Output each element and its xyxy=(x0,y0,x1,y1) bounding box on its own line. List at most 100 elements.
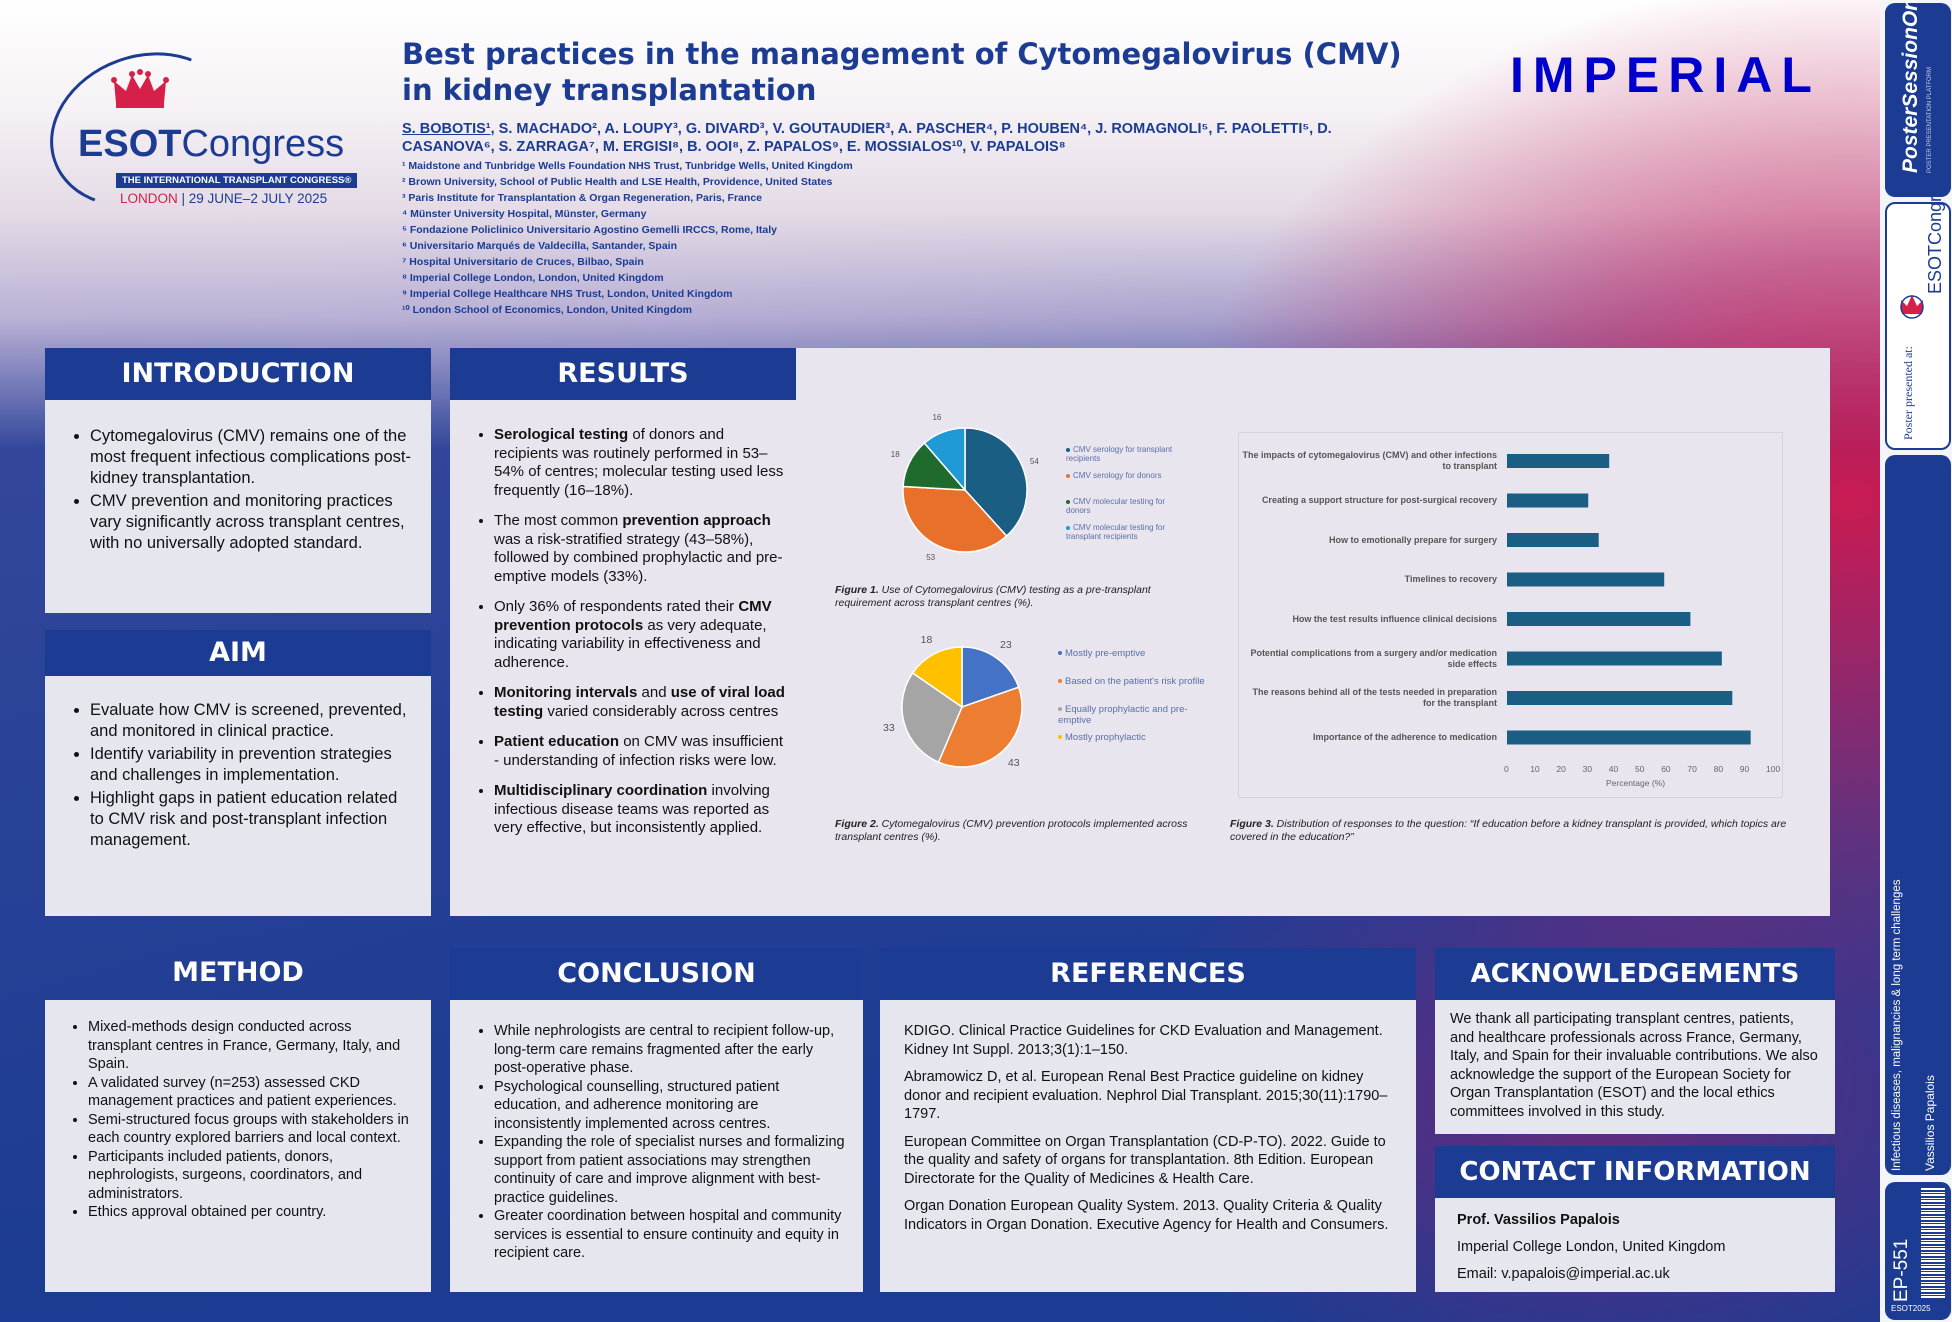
pie-slice-label: 43 xyxy=(1007,756,1020,769)
pie-slice xyxy=(901,671,963,764)
legend-swatch xyxy=(1058,707,1062,712)
axis-tick-label: 50 xyxy=(1635,764,1645,774)
references-heading: REFERENCES xyxy=(880,948,1416,1000)
list-item: Serological testing of donors and recipi… xyxy=(494,426,789,500)
pie-slice-label: 23 xyxy=(1000,639,1012,652)
figure-3-bar-chart xyxy=(1507,454,1751,745)
bar-category-label: The impacts of cytomegalovirus (CMV) and… xyxy=(1242,450,1497,471)
result-text: was a risk-stratified strategy (43–58%),… xyxy=(494,530,783,585)
reference-item: KDIGO. Clinical Practice Guidelines for … xyxy=(904,1023,1383,1058)
result-bold: Serological testing xyxy=(494,426,629,443)
result-text: of donors and recipients was routinely p… xyxy=(494,426,784,499)
legend-item: Equally prophylactic and pre-emptive xyxy=(1058,704,1208,726)
figure-3-caption: Figure 3. Distribution of responses to t… xyxy=(1230,818,1787,843)
list-item: The most common prevention approach was … xyxy=(494,512,789,586)
results-panel xyxy=(450,348,1830,916)
figure-1-caption: Figure 1. Use of Cytomegalovirus (CMV) t… xyxy=(835,584,1151,609)
conclusion-heading: CONCLUSION xyxy=(450,948,863,1000)
crown-icon xyxy=(1900,295,1924,319)
sidebar: PosterSessionOnline POSTER PRESENTATION … xyxy=(1880,0,1952,1322)
legend-item: CMV molecular testing for donors xyxy=(1066,497,1176,515)
list-item: Multidisciplinary coordination involving… xyxy=(494,782,789,838)
legend-item: CMV serology for transplant recipients xyxy=(1066,445,1176,463)
result-bold: prevention approach xyxy=(622,512,771,529)
results-body: Serological testing of donors and recipi… xyxy=(474,426,789,850)
bar-category-label: How to emotionally prepare for surgery xyxy=(1328,534,1497,545)
pie-slice-label: 18 xyxy=(920,633,933,646)
list-item: Monitoring intervals and use of viral lo… xyxy=(494,684,789,721)
list-item: Evaluate how CMV is screened, prevented,… xyxy=(90,700,415,742)
esot-congress-label: ESOTCongress xyxy=(1925,167,1945,294)
axis-tick-label: 60 xyxy=(1661,764,1671,774)
list-item: Participants included patients, donors, … xyxy=(88,1148,418,1204)
result-text: varied considerably across centres xyxy=(543,702,779,720)
affiliation-line: ⁵ Fondazione Policlinico Universitario A… xyxy=(402,224,778,236)
result-text: involving infectious disease teams was r… xyxy=(494,782,770,836)
result-text: on CMV was insufficient - understanding … xyxy=(494,733,783,769)
list-item: Semi-structured focus groups with stakeh… xyxy=(88,1111,418,1148)
affiliation-line: ⁸ Imperial College London, London, Unite… xyxy=(402,272,664,284)
result-bold: Patient education xyxy=(494,733,620,750)
list-item: Patient education on CMV was insufficien… xyxy=(494,733,789,770)
logo-tagline: THE INTERNATIONAL TRANSPLANT CONGRESS® xyxy=(116,173,358,188)
topic-label: Infectious diseases, malignancies & long… xyxy=(1891,879,1903,1172)
bar xyxy=(1507,612,1691,626)
results-heading: RESULTS xyxy=(450,348,796,400)
reference-item: Abramowicz D, et al. European Renal Best… xyxy=(904,1069,1388,1122)
reference-item: Organ Donation European Quality System. … xyxy=(904,1198,1389,1233)
list-item: Psychological counselling, structured pa… xyxy=(494,1078,849,1134)
list-item: Identify variability in prevention strat… xyxy=(90,744,415,786)
legend-item: Mostly prophylactic xyxy=(1058,732,1208,743)
axis-tick-label: 80 xyxy=(1713,764,1724,774)
axis-tick-label: 0 xyxy=(1504,764,1509,774)
poster-code-label: EP-551 xyxy=(1891,1238,1912,1302)
references-panel xyxy=(880,948,1416,1292)
legend-swatch xyxy=(1066,447,1070,452)
pie-slice xyxy=(937,686,1023,768)
list-item: Cytomegalovirus (CMV) remains one of the… xyxy=(90,426,415,489)
contact-affiliation: Imperial College London, United Kingdom xyxy=(1457,1239,1726,1255)
legend-label: Based on the patient's risk profile xyxy=(1065,676,1205,687)
legend-label: Mostly pre-emptive xyxy=(1065,648,1146,659)
poster-session-online-label: PosterSessionOnline xyxy=(1899,0,1922,173)
legend-swatch xyxy=(1058,735,1062,740)
legend-swatch xyxy=(1058,679,1062,684)
legend-label: Mostly prophylactic xyxy=(1065,732,1146,743)
introduction-body: Cytomegalovirus (CMV) remains one of the… xyxy=(70,426,415,556)
pie-slice xyxy=(911,646,963,709)
bar-category-label: The reasons behind all of the tests need… xyxy=(1252,687,1497,708)
contact-email[interactable]: Email: v.papalois@imperial.ac.uk xyxy=(1457,1266,1670,1282)
result-bold: use of viral load testing xyxy=(494,684,785,720)
conclusion-body: While nephrologists are central to recip… xyxy=(474,1022,849,1263)
acknowledgements-heading: ACKNOWLEDGEMENTS xyxy=(1435,948,1835,1000)
contact-heading: CONTACT INFORMATION xyxy=(1435,1146,1835,1198)
topic-badge: Infectious diseases, malignancies & long… xyxy=(1885,455,1951,1175)
legend-label: CMV serology for donors xyxy=(1073,471,1162,480)
conclusion-panel xyxy=(450,948,863,1292)
pie-slice-label: 53 xyxy=(926,552,936,562)
bar-category-label: Importance of the adherence to medicatio… xyxy=(1312,732,1497,742)
legend-item: CMV serology for donors xyxy=(1066,471,1176,480)
list-item: Greater coordination between hospital an… xyxy=(494,1207,849,1263)
legend-label: CMV serology for transplant recipients xyxy=(1066,445,1173,463)
crown-icon xyxy=(111,69,169,108)
axis-tick-label: 20 xyxy=(1556,764,1566,774)
result-text: as very adequate, indicating variability… xyxy=(494,616,767,671)
pie-slice xyxy=(902,485,1008,553)
method-body: Mixed-methods design conducted across tr… xyxy=(68,1018,418,1222)
esot-congress-logo: ESOTCongress THE INTERNATIONAL TRANSPLAN… xyxy=(28,27,358,233)
legend-swatch xyxy=(1066,525,1070,530)
aim-panel xyxy=(45,630,431,916)
result-bold: Multidisciplinary coordination xyxy=(494,782,708,799)
poster-session-online-badge[interactable]: PosterSessionOnline POSTER PRESENTATION … xyxy=(1885,0,1951,197)
list-item: Mixed-methods design conducted across tr… xyxy=(88,1018,418,1074)
list-item: Expanding the role of specialist nurses … xyxy=(494,1133,849,1207)
poster-session-online-subtitle: POSTER PRESENTATION PLATFORM xyxy=(1927,66,1933,173)
references-body: KDIGO. Clinical Practice Guidelines for … xyxy=(904,1022,1399,1243)
affiliation-line: ⁹ Imperial College Healthcare NHS Trust,… xyxy=(402,288,733,300)
legend-swatch xyxy=(1066,499,1070,504)
legend-item: Mostly pre-emptive xyxy=(1058,648,1208,659)
poster-year-label: ESOT2025 xyxy=(1891,1304,1931,1313)
bar xyxy=(1507,691,1733,705)
axis-tick-label: 10 xyxy=(1530,764,1540,774)
